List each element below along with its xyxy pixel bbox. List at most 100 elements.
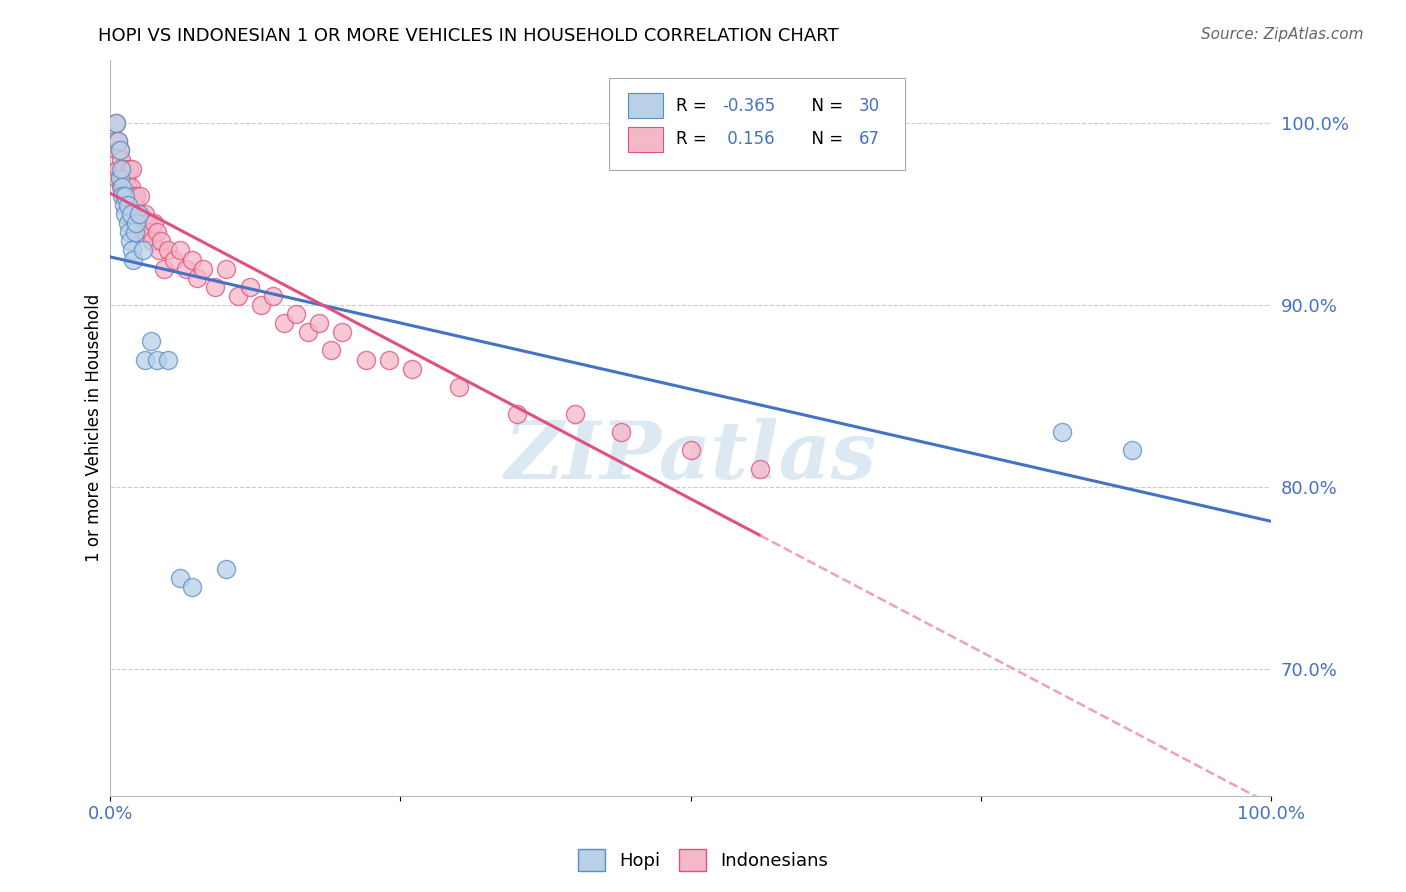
Point xyxy=(204,280,226,294)
Point xyxy=(120,207,142,221)
Point xyxy=(108,144,131,158)
Point xyxy=(120,179,142,194)
Point xyxy=(215,261,238,276)
Point xyxy=(107,161,129,176)
Point xyxy=(125,189,148,203)
Point xyxy=(332,325,354,339)
Point xyxy=(401,361,423,376)
FancyBboxPatch shape xyxy=(609,78,905,170)
Point xyxy=(134,207,156,221)
Point xyxy=(105,170,128,185)
Point xyxy=(125,216,148,230)
Point xyxy=(378,352,401,367)
Point xyxy=(150,235,173,249)
Point xyxy=(174,261,197,276)
Point xyxy=(124,198,146,212)
Point xyxy=(115,189,138,203)
Point xyxy=(679,443,702,458)
Point xyxy=(117,198,139,212)
Point xyxy=(118,161,141,176)
Point xyxy=(319,343,342,358)
Point xyxy=(108,170,131,185)
Point xyxy=(139,334,162,349)
Point xyxy=(157,244,180,258)
Point xyxy=(134,352,156,367)
Point xyxy=(124,225,146,239)
Point xyxy=(238,280,260,294)
Point xyxy=(132,244,155,258)
Point xyxy=(107,135,129,149)
Point xyxy=(114,207,136,221)
Point xyxy=(122,189,145,203)
Point xyxy=(610,425,633,440)
Text: 67: 67 xyxy=(859,130,880,148)
Point xyxy=(110,153,132,167)
Text: HOPI VS INDONESIAN 1 OR MORE VEHICLES IN HOUSEHOLD CORRELATION CHART: HOPI VS INDONESIAN 1 OR MORE VEHICLES IN… xyxy=(98,27,839,45)
Point xyxy=(180,580,202,594)
Point xyxy=(157,352,180,367)
Point xyxy=(285,307,308,321)
Point xyxy=(128,216,150,230)
Legend: Hopi, Indonesians: Hopi, Indonesians xyxy=(571,842,835,879)
Point xyxy=(111,189,134,203)
Point xyxy=(138,225,160,239)
Point xyxy=(122,252,145,267)
Point xyxy=(114,189,136,203)
Point xyxy=(118,225,141,239)
Point xyxy=(105,116,128,130)
Point xyxy=(118,235,141,249)
FancyBboxPatch shape xyxy=(628,127,662,152)
Point xyxy=(128,207,150,221)
Point xyxy=(1121,443,1143,458)
Point xyxy=(115,170,138,185)
Point xyxy=(112,179,135,194)
Point xyxy=(108,144,131,158)
Point xyxy=(121,244,143,258)
Point xyxy=(308,316,330,330)
Point xyxy=(112,161,135,176)
FancyBboxPatch shape xyxy=(628,94,662,119)
Point xyxy=(191,261,214,276)
Text: Source: ZipAtlas.com: Source: ZipAtlas.com xyxy=(1201,27,1364,42)
Point xyxy=(141,235,163,249)
Point xyxy=(505,407,527,421)
Point xyxy=(564,407,586,421)
Point xyxy=(107,135,129,149)
Point xyxy=(112,198,135,212)
Point xyxy=(169,244,191,258)
Point xyxy=(152,261,174,276)
Point xyxy=(1050,425,1073,440)
Text: -0.365: -0.365 xyxy=(723,97,775,115)
Text: 0.156: 0.156 xyxy=(723,130,775,148)
Point xyxy=(129,189,152,203)
Point xyxy=(145,352,167,367)
Point xyxy=(127,207,149,221)
Point xyxy=(117,216,139,230)
Point xyxy=(105,144,128,158)
Point xyxy=(118,189,141,203)
Point xyxy=(215,561,238,575)
Point xyxy=(169,571,191,585)
Point xyxy=(354,352,377,367)
Point xyxy=(117,179,139,194)
Point xyxy=(111,161,134,176)
Point xyxy=(104,135,127,149)
Point xyxy=(148,244,170,258)
Point xyxy=(108,170,131,185)
Point xyxy=(132,225,155,239)
Point xyxy=(105,116,128,130)
Point xyxy=(111,170,134,185)
Point xyxy=(447,380,470,394)
Text: R =: R = xyxy=(675,97,711,115)
Y-axis label: 1 or more Vehicles in Household: 1 or more Vehicles in Household xyxy=(86,293,103,562)
Text: N =: N = xyxy=(801,130,848,148)
Point xyxy=(111,179,134,194)
Point xyxy=(262,289,284,303)
Point xyxy=(118,198,141,212)
Point xyxy=(114,189,136,203)
Point xyxy=(143,216,166,230)
Point xyxy=(121,161,143,176)
Text: 30: 30 xyxy=(859,97,880,115)
Point xyxy=(297,325,319,339)
Text: ZIPatlas: ZIPatlas xyxy=(505,418,877,496)
